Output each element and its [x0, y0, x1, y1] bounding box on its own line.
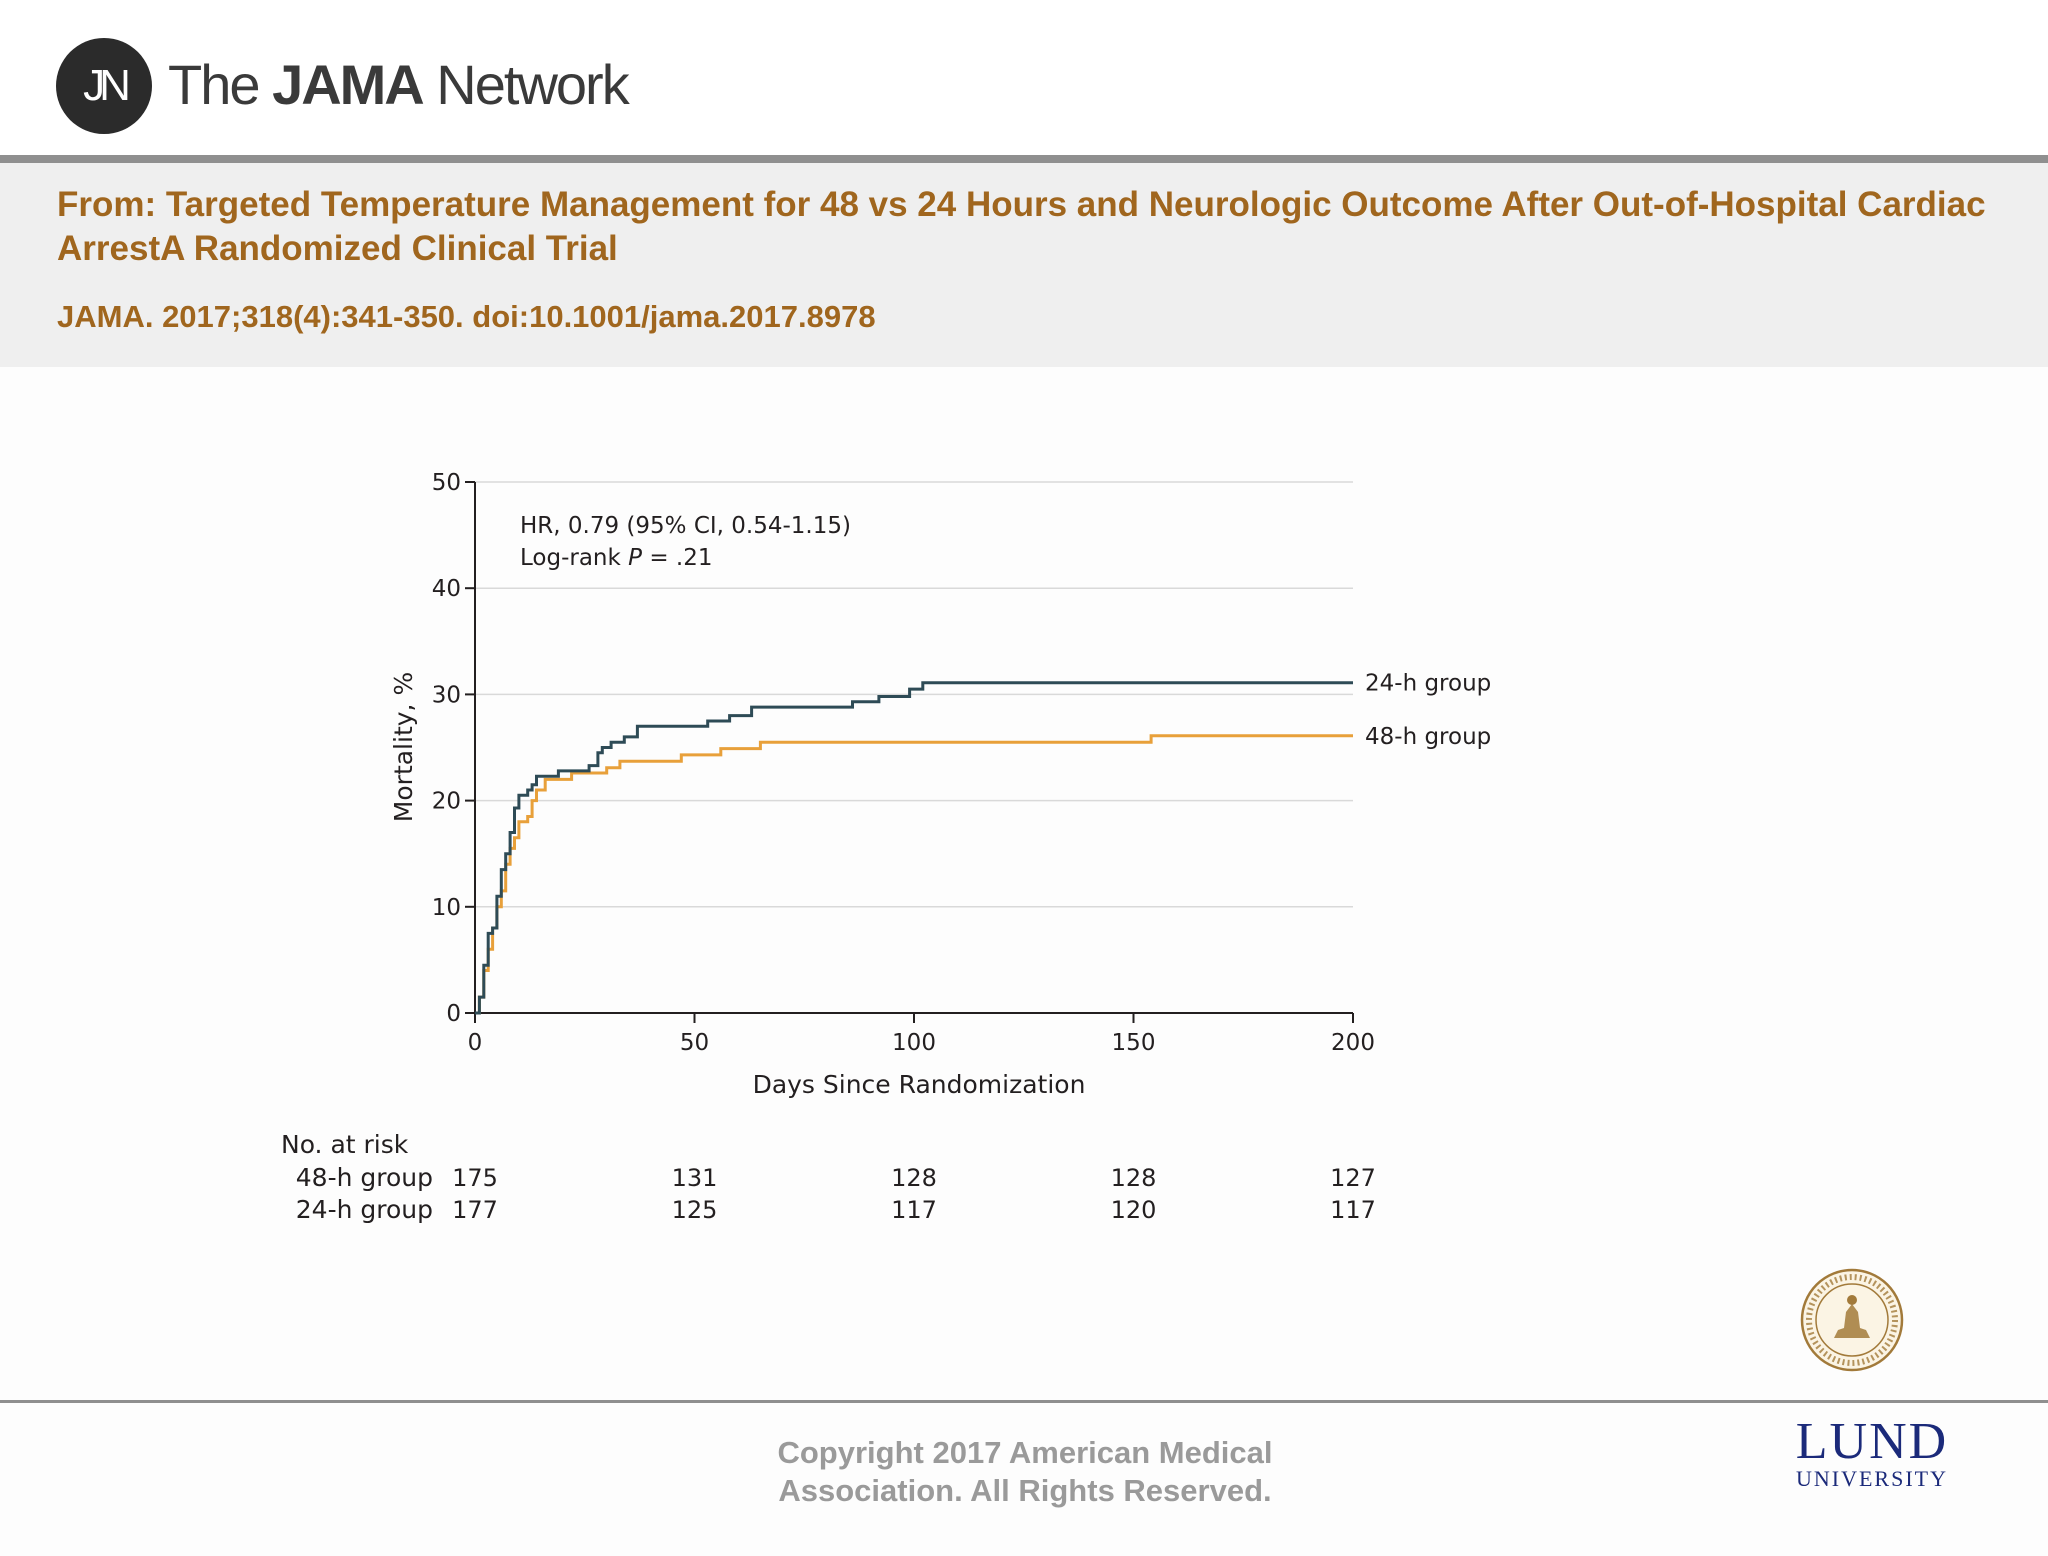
risk-value-24-h-group-50: 125	[672, 1196, 718, 1224]
copyright-line-2: Association. All Rights Reserved.	[778, 1473, 1272, 1508]
copyright-line-1: Copyright 2017 American Medical	[777, 1435, 1273, 1470]
logo-initials: JN	[83, 61, 131, 110]
risk-row-label-48-h-group: 48-h group	[296, 1163, 433, 1192]
risk-value-48-h-group-200: 127	[1330, 1164, 1376, 1192]
lund-university-text: UNIVERSITY	[1796, 1466, 1948, 1491]
logrank-value: = .21	[642, 545, 712, 571]
x-tick-label-100: 100	[892, 1030, 936, 1056]
risk-value-48-h-group-50: 131	[672, 1164, 718, 1192]
hr-annotation: HR, 0.79 (95% CI, 0.54-1.15)	[520, 513, 851, 539]
series-labels: 48-h group 24-h group	[1365, 671, 1491, 750]
lund-university-seal	[1800, 1268, 1904, 1372]
y-tick-label-10: 10	[432, 895, 461, 921]
y-tick-label-40: 40	[432, 576, 461, 602]
logrank-p: P	[628, 545, 642, 571]
risk-value-48-h-group-150: 128	[1111, 1164, 1157, 1192]
article-citation: JAMA. 2017;318(4):341-350. doi:10.1001/j…	[57, 299, 876, 334]
brand-suffix: Network	[422, 53, 629, 116]
copyright-notice: Copyright 2017 American Medical Associat…	[740, 1434, 1310, 1510]
grid-lines	[475, 481, 1353, 908]
header: JN The JAMA Network	[0, 0, 2048, 155]
brand-bold: JAMA	[272, 53, 425, 116]
risk-row-label-24-h-group: 24-h group	[296, 1195, 433, 1224]
y-tick-label-20: 20	[432, 789, 461, 815]
article-title-band: From: Targeted Temperature Management fo…	[0, 163, 2048, 367]
jama-network-logo[interactable]: JN	[56, 38, 152, 134]
y-tick-label-30: 30	[432, 682, 461, 708]
logrank-annotation: Log-rank P = .21	[520, 545, 713, 571]
lund-wordmark: LUND	[1795, 1413, 1949, 1470]
survival-curves	[475, 681, 1353, 1015]
series-label-24-h-group: 24-h group	[1365, 671, 1491, 697]
header-divider	[0, 155, 2048, 163]
y-tick-label-0: 0	[446, 1001, 461, 1027]
risk-value-48-h-group-100: 128	[891, 1164, 937, 1192]
risk-value-48-h-group-0: 175	[452, 1164, 498, 1192]
risk-table: 48-h group 175 131 128 128 127 24-h group 177 12…	[296, 1163, 1376, 1224]
brand-prefix: The	[168, 53, 273, 116]
y-axis-label: Mortality, %	[389, 672, 418, 822]
risk-value-24-h-group-200: 117	[1330, 1196, 1376, 1224]
series-line-48-h-group	[475, 734, 1353, 1015]
article-title: From: Targeted Temperature Management fo…	[57, 185, 1986, 268]
footer-divider	[0, 1400, 2048, 1403]
logrank-prefix: Log-rank	[520, 545, 628, 571]
series-label-48-h-group: 48-h group	[1365, 724, 1491, 750]
y-tick-label-50: 50	[432, 470, 461, 496]
risk-value-24-h-group-100: 117	[891, 1196, 937, 1224]
series-line-24-h-group	[475, 681, 1353, 1015]
risk-table-header: No. at risk	[281, 1130, 409, 1159]
axis-ticks: 0 10 20 30 40 50 0 50 100 150 200	[432, 470, 1375, 1056]
x-tick-label-50: 50	[680, 1030, 709, 1056]
brand-name: The JAMA Network	[168, 52, 630, 117]
x-tick-label-200: 200	[1331, 1030, 1375, 1056]
x-tick-label-0: 0	[468, 1030, 483, 1056]
risk-value-24-h-group-0: 177	[452, 1196, 498, 1224]
x-axis-label: Days Since Randomization	[753, 1070, 1086, 1099]
x-tick-label-150: 150	[1112, 1030, 1156, 1056]
risk-value-24-h-group-150: 120	[1111, 1196, 1157, 1224]
